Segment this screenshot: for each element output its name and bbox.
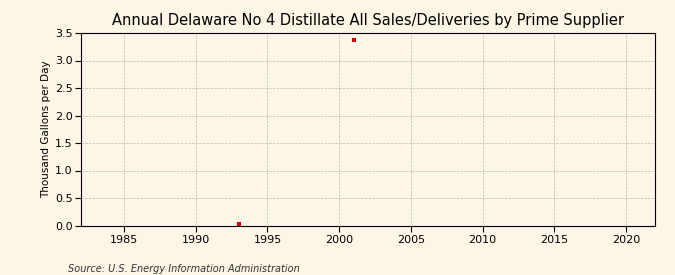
Point <box>234 222 244 226</box>
Point <box>348 37 359 42</box>
Text: Source: U.S. Energy Information Administration: Source: U.S. Energy Information Administ… <box>68 264 299 274</box>
Y-axis label: Thousand Gallons per Day: Thousand Gallons per Day <box>40 60 51 198</box>
Title: Annual Delaware No 4 Distillate All Sales/Deliveries by Prime Supplier: Annual Delaware No 4 Distillate All Sale… <box>112 13 624 28</box>
